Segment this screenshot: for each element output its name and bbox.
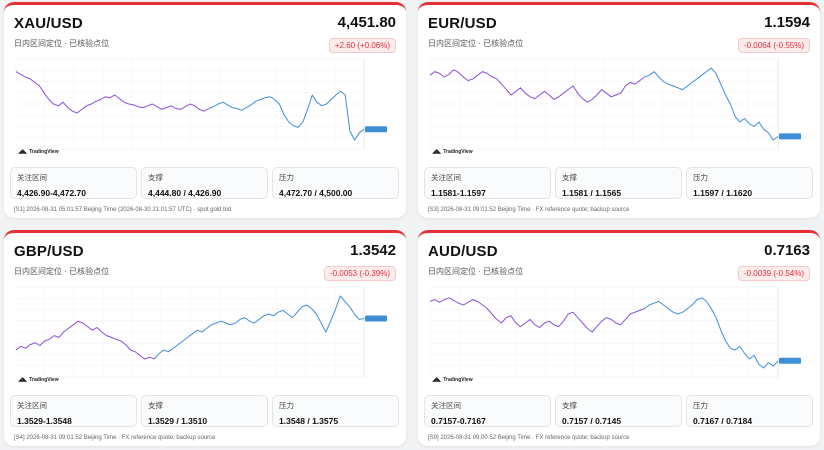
- change-badge: -0.0039 (-0.54%): [737, 266, 810, 281]
- resistance-box: 压力 1.1597 / 1.1620: [686, 167, 813, 199]
- resistance-box: 压力 1.3548 / 1.3575: [272, 395, 399, 427]
- box-label: 支撑: [562, 173, 577, 182]
- chart-svg: [429, 58, 801, 150]
- price-chart[interactable]: ◢◣ TradingView: [426, 55, 812, 161]
- support-box: 支撑 1.3529 / 1.3510: [141, 395, 268, 427]
- price-chart[interactable]: ◢◣ TradingView: [426, 283, 812, 389]
- price-line-late: [153, 295, 365, 360]
- last-price-marker: [365, 126, 387, 133]
- last-price-marker: [779, 133, 801, 140]
- watch-zone-box: 关注区间 0.7157-0.7167: [424, 395, 551, 427]
- box-value: 1.3529-1.3548: [17, 416, 72, 426]
- level-boxes: 关注区间 1.1581-1.1597 支撑 1.1581 / 1.1565 压力 1.…: [424, 167, 813, 199]
- last-price-marker: [365, 315, 387, 322]
- box-label: 关注区间: [431, 401, 461, 410]
- symbol-title: AUD/USD: [428, 243, 498, 260]
- watermark-text: TradingView: [29, 376, 59, 383]
- last-price: 1.3542: [350, 242, 396, 259]
- price-chart[interactable]: ◢◣ TradingView: [12, 283, 398, 389]
- quote-card-gbpusd: GBP/USD 1.3542 日内区间定位 · 已核验点位 -0.0053 (-…: [4, 230, 406, 446]
- quote-card-audusd: AUD/USD 0.7163 日内区间定位 · 已核验点位 -0.0039 (-…: [418, 230, 820, 446]
- card-subtitle: 日内区间定位 · 已核验点位: [428, 267, 524, 276]
- card-subtitle: 日内区间定位 · 已核验点位: [14, 39, 110, 48]
- box-label: 支撑: [148, 401, 163, 410]
- tradingview-logo-icon: ◢◣: [18, 149, 28, 155]
- support-box: 支撑 1.1581 / 1.1565: [555, 167, 682, 199]
- box-value: 0.7157-0.7167: [431, 416, 486, 426]
- box-value: 4,426.90-4,472.70: [17, 188, 87, 198]
- change-badge: -0.0053 (-0.39%): [323, 266, 396, 281]
- change-badge: +2.60 (+0.06%): [328, 38, 396, 53]
- box-value: 4,444.80 / 4,426.90: [148, 188, 222, 198]
- watch-zone-box: 关注区间 1.3529-1.3548: [10, 395, 137, 427]
- box-label: 关注区间: [17, 401, 47, 410]
- box-label: 支撑: [562, 401, 577, 410]
- level-boxes: 关注区间 0.7157-0.7167 支撑 0.7157 / 0.7145 压力 0.…: [424, 395, 813, 427]
- change-badge: -0.0064 (-0.55%): [737, 38, 810, 53]
- price-line-early: [15, 71, 210, 114]
- box-value: 0.7157 / 0.7145: [562, 416, 622, 426]
- box-value: 1.3529 / 1.3510: [148, 416, 208, 426]
- tradingview-watermark: ◢◣ TradingView: [18, 148, 59, 156]
- level-boxes: 关注区间 1.3529-1.3548 支撑 1.3529 / 1.3510 压力 1.…: [10, 395, 399, 427]
- last-price: 0.7163: [764, 242, 810, 259]
- symbol-title: EUR/USD: [428, 15, 497, 32]
- tradingview-watermark: ◢◣ TradingView: [432, 376, 473, 384]
- box-value: 0.7167 / 0.7184: [693, 416, 753, 426]
- box-label: 支撑: [148, 173, 163, 182]
- symbol-title: GBP/USD: [14, 243, 84, 260]
- box-value: 1.3548 / 1.3575: [279, 416, 339, 426]
- box-value: 1.1581-1.1597: [431, 188, 486, 198]
- card-subtitle: 日内区间定位 · 已核验点位: [14, 267, 110, 276]
- support-box: 支撑 0.7157 / 0.7145: [555, 395, 682, 427]
- last-price-marker: [779, 357, 801, 364]
- box-label: 压力: [693, 173, 708, 182]
- box-value: 1.1597 / 1.1620: [693, 188, 753, 198]
- box-label: 压力: [693, 401, 708, 410]
- support-box: 支撑 4,444.80 / 4,426.90: [141, 167, 268, 199]
- price-chart[interactable]: ◢◣ TradingView: [12, 55, 398, 161]
- price-line-early: [429, 69, 645, 103]
- resistance-box: 压力 0.7167 / 0.7184: [686, 395, 813, 427]
- source-footnote: [S3] 2026-08-31 09:01:52 Beijing Time · …: [428, 207, 630, 213]
- box-label: 压力: [279, 173, 294, 182]
- box-label: 关注区间: [17, 173, 47, 182]
- box-value: 1.1581 / 1.1565: [562, 188, 622, 198]
- quote-card-xauusd: XAU/USD 4,451.80 日内区间定位 · 已核验点位 +2.60 (+…: [4, 2, 406, 218]
- level-boxes: 关注区间 4,426.90-4,472.70 支撑 4,444.80 / 4,426…: [10, 167, 399, 199]
- source-footnote: [S4] 2026-08-31 09:01:52 Beijing Time · …: [14, 435, 216, 441]
- card-subtitle: 日内区间定位 · 已核验点位: [428, 39, 524, 48]
- price-line-early: [429, 297, 645, 333]
- last-price: 4,451.80: [337, 14, 396, 31]
- price-line-late: [644, 297, 779, 369]
- watermark-text: TradingView: [29, 148, 59, 155]
- price-line-early: [15, 320, 155, 360]
- source-footnote: [S9] 2026-08-31 09:00:52 Beijing Time · …: [428, 435, 630, 441]
- tradingview-logo-icon: ◢◣: [18, 377, 28, 383]
- chart-svg: [15, 286, 387, 378]
- last-price: 1.1594: [764, 14, 810, 31]
- box-value: 4,472.70 / 4,500.00: [279, 188, 353, 198]
- watermark-text: TradingView: [443, 148, 473, 155]
- resistance-box: 压力 4,472.70 / 4,500.00: [272, 167, 399, 199]
- watch-zone-box: 关注区间 1.1581-1.1597: [424, 167, 551, 199]
- price-line-late: [644, 67, 779, 141]
- chart-svg: [15, 58, 387, 150]
- price-line-late: [208, 90, 365, 141]
- source-footnote: [S1] 2026-08-31 05:01:57 Beijing Time (2…: [14, 207, 232, 213]
- tradingview-watermark: ◢◣ TradingView: [432, 148, 473, 156]
- box-label: 关注区间: [431, 173, 461, 182]
- tradingview-logo-icon: ◢◣: [432, 149, 442, 155]
- tradingview-watermark: ◢◣ TradingView: [18, 376, 59, 384]
- box-label: 压力: [279, 401, 294, 410]
- chart-svg: [429, 286, 801, 378]
- watch-zone-box: 关注区间 4,426.90-4,472.70: [10, 167, 137, 199]
- watermark-text: TradingView: [443, 376, 473, 383]
- symbol-title: XAU/USD: [14, 15, 83, 32]
- tradingview-logo-icon: ◢◣: [432, 377, 442, 383]
- quote-card-eurusd: EUR/USD 1.1594 日内区间定位 · 已核验点位 -0.0064 (-…: [418, 2, 820, 218]
